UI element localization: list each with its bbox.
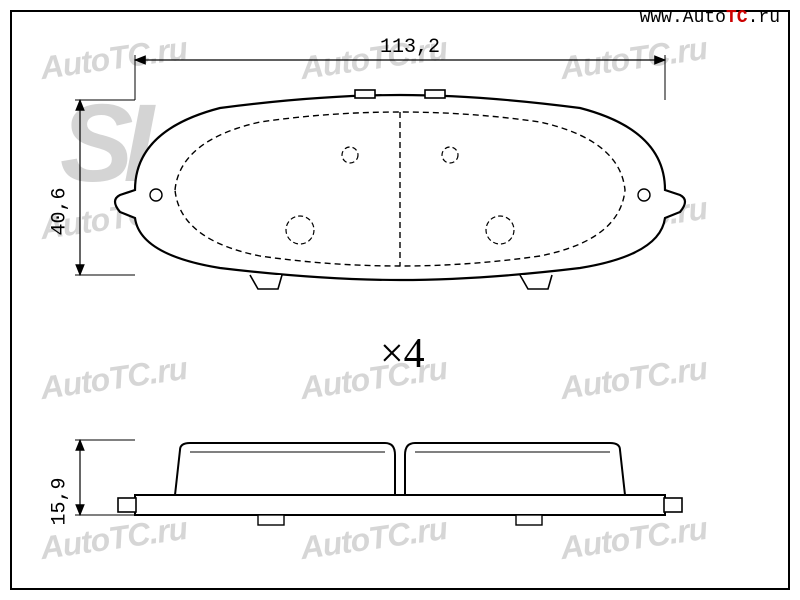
technical-drawing: [0, 0, 800, 600]
url-highlight: TC: [726, 8, 748, 28]
main-view: [115, 90, 685, 289]
dim-width: 113,2: [380, 36, 440, 59]
dim-height: 40,6: [49, 187, 72, 235]
dim-thickness: 15,9: [49, 477, 72, 525]
url-suffix: .ru: [748, 8, 780, 28]
url-prefix: www.Auto: [640, 8, 726, 28]
source-url: www.AutoTC.ru: [640, 8, 780, 28]
quantity-label: ×4: [380, 330, 425, 378]
side-view: [118, 443, 682, 525]
